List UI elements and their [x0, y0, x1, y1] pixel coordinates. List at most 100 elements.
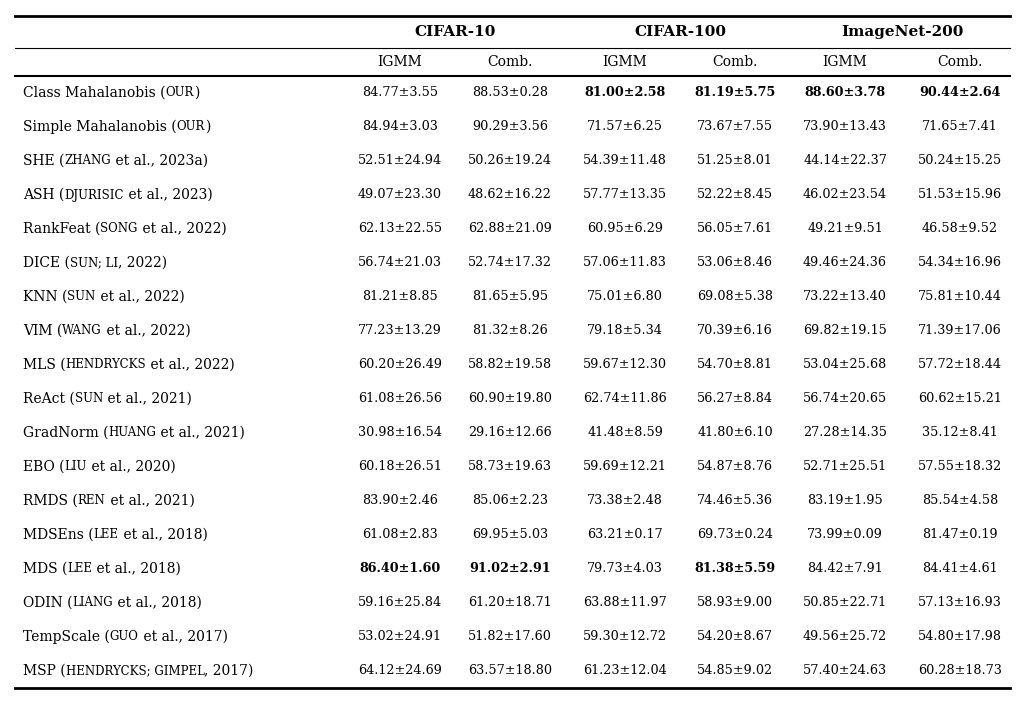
Text: et al., 2018): et al., 2018)	[119, 528, 208, 542]
Text: 77.23±13.29: 77.23±13.29	[358, 325, 442, 337]
Text: 41.80±6.10: 41.80±6.10	[697, 426, 773, 440]
Text: 69.95±5.03: 69.95±5.03	[472, 529, 548, 542]
Text: 51.25±8.01: 51.25±8.01	[697, 155, 773, 167]
Text: OUR: OUR	[176, 121, 205, 133]
Text: SUN: SUN	[68, 290, 95, 304]
Text: 27.28±14.35: 27.28±14.35	[803, 426, 887, 440]
Text: 70.39±6.16: 70.39±6.16	[697, 325, 773, 337]
Text: 61.08±2.83: 61.08±2.83	[362, 529, 438, 542]
Text: 60.95±6.29: 60.95±6.29	[587, 222, 663, 236]
Text: Class Mahalanobis (: Class Mahalanobis (	[23, 86, 166, 100]
Text: SHE (: SHE (	[23, 154, 65, 168]
Text: MDSEns (: MDSEns (	[23, 528, 93, 542]
Text: 52.51±24.94: 52.51±24.94	[358, 155, 442, 167]
Text: 81.65±5.95: 81.65±5.95	[472, 290, 548, 304]
Text: 81.47±0.19: 81.47±0.19	[923, 529, 997, 542]
Text: VIM (: VIM (	[23, 324, 62, 338]
Text: et al., 2020): et al., 2020)	[87, 460, 176, 474]
Text: ImageNet-200: ImageNet-200	[842, 25, 964, 39]
Text: CIFAR-100: CIFAR-100	[634, 25, 726, 39]
Text: 81.19±5.75: 81.19±5.75	[694, 87, 775, 100]
Text: 85.54±4.58: 85.54±4.58	[922, 494, 998, 508]
Text: 61.20±18.71: 61.20±18.71	[468, 597, 552, 609]
Text: 46.02±23.54: 46.02±23.54	[803, 189, 887, 201]
Text: 64.12±24.69: 64.12±24.69	[358, 664, 442, 678]
Text: 61.23±12.04: 61.23±12.04	[583, 664, 667, 678]
Text: 71.57±6.25: 71.57±6.25	[587, 121, 663, 133]
Text: 54.85±9.02: 54.85±9.02	[697, 664, 773, 678]
Text: 54.87±8.76: 54.87±8.76	[697, 460, 773, 474]
Text: 69.82±19.15: 69.82±19.15	[803, 325, 887, 337]
Text: SUN; LI: SUN; LI	[70, 256, 118, 270]
Text: 81.21±8.85: 81.21±8.85	[362, 290, 438, 304]
Text: 48.62±16.22: 48.62±16.22	[468, 189, 552, 201]
Text: 53.02±24.91: 53.02±24.91	[358, 630, 442, 643]
Text: OUR: OUR	[166, 87, 194, 100]
Text: 50.85±22.71: 50.85±22.71	[803, 597, 887, 609]
Text: RMDS (: RMDS (	[23, 494, 78, 508]
Text: 54.20±8.67: 54.20±8.67	[697, 630, 773, 643]
Text: et al., 2021): et al., 2021)	[103, 392, 191, 406]
Text: 73.67±7.55: 73.67±7.55	[697, 121, 773, 133]
Text: 59.67±12.30: 59.67±12.30	[583, 359, 667, 371]
Text: SUN: SUN	[75, 393, 103, 405]
Text: 54.39±11.48: 54.39±11.48	[583, 155, 667, 167]
Text: 81.00±2.58: 81.00±2.58	[585, 87, 666, 100]
Text: ASH (: ASH (	[23, 188, 65, 202]
Text: 90.44±2.64: 90.44±2.64	[920, 87, 1000, 100]
Text: 75.01±6.80: 75.01±6.80	[587, 290, 663, 304]
Text: IGMM: IGMM	[603, 55, 647, 69]
Text: 57.55±18.32: 57.55±18.32	[918, 460, 1002, 474]
Text: REN: REN	[78, 494, 105, 508]
Text: 69.73±0.24: 69.73±0.24	[697, 529, 773, 542]
Text: 86.40±1.60: 86.40±1.60	[359, 563, 440, 575]
Text: TempScale (: TempScale (	[23, 630, 110, 644]
Text: et al., 2023): et al., 2023)	[124, 188, 213, 202]
Text: Simple Mahalanobis (: Simple Mahalanobis (	[23, 120, 176, 134]
Text: 60.90±19.80: 60.90±19.80	[468, 393, 552, 405]
Text: GradNorm (: GradNorm (	[23, 426, 109, 440]
Text: 74.46±5.36: 74.46±5.36	[697, 494, 773, 508]
Text: ZHANG: ZHANG	[65, 155, 111, 167]
Text: 35.12±8.41: 35.12±8.41	[923, 426, 997, 440]
Text: DICE (: DICE (	[23, 256, 70, 270]
Text: 56.05±7.61: 56.05±7.61	[697, 222, 773, 236]
Text: HENDRYCKS; GIMPEL: HENDRYCKS; GIMPEL	[66, 664, 205, 678]
Text: 62.88±21.09: 62.88±21.09	[468, 222, 552, 236]
Text: 62.13±22.55: 62.13±22.55	[358, 222, 442, 236]
Text: 84.77±3.55: 84.77±3.55	[361, 87, 438, 100]
Text: SONG: SONG	[100, 222, 138, 236]
Text: et al., 2022): et al., 2022)	[138, 222, 226, 236]
Text: 44.14±22.37: 44.14±22.37	[803, 155, 887, 167]
Text: 62.74±11.86: 62.74±11.86	[583, 393, 667, 405]
Text: 85.06±2.23: 85.06±2.23	[472, 494, 548, 508]
Text: 81.32±8.26: 81.32±8.26	[472, 325, 548, 337]
Text: 56.74±21.03: 56.74±21.03	[358, 256, 442, 270]
Text: 52.22±8.45: 52.22±8.45	[697, 189, 773, 201]
Text: 57.40±24.63: 57.40±24.63	[803, 664, 887, 678]
Text: 54.80±17.98: 54.80±17.98	[918, 630, 1002, 643]
Text: 49.07±23.30: 49.07±23.30	[358, 189, 442, 201]
Text: 59.16±25.84: 59.16±25.84	[358, 597, 442, 609]
Text: et al., 2022): et al., 2022)	[146, 358, 234, 372]
Text: 52.74±17.32: 52.74±17.32	[468, 256, 552, 270]
Text: 81.38±5.59: 81.38±5.59	[694, 563, 775, 575]
Text: 54.34±16.96: 54.34±16.96	[918, 256, 1002, 270]
Text: 49.21±9.51: 49.21±9.51	[807, 222, 883, 236]
Text: CIFAR-10: CIFAR-10	[415, 25, 496, 39]
Text: MDS (: MDS (	[23, 562, 68, 576]
Text: 49.56±25.72: 49.56±25.72	[803, 630, 887, 643]
Text: 51.53±15.96: 51.53±15.96	[918, 189, 1002, 201]
Text: 91.02±2.91: 91.02±2.91	[469, 563, 551, 575]
Text: 63.88±11.97: 63.88±11.97	[583, 597, 667, 609]
Text: 90.29±3.56: 90.29±3.56	[472, 121, 548, 133]
Text: et al., 2017): et al., 2017)	[138, 630, 227, 644]
Text: 79.18±5.34: 79.18±5.34	[587, 325, 663, 337]
Text: 75.81±10.44: 75.81±10.44	[919, 290, 1001, 304]
Text: 52.71±25.51: 52.71±25.51	[803, 460, 887, 474]
Text: WANG: WANG	[62, 325, 101, 337]
Text: 88.60±3.78: 88.60±3.78	[805, 87, 886, 100]
Text: MLS (: MLS (	[23, 358, 66, 372]
Text: 61.08±26.56: 61.08±26.56	[358, 393, 442, 405]
Text: Comb.: Comb.	[713, 55, 758, 69]
